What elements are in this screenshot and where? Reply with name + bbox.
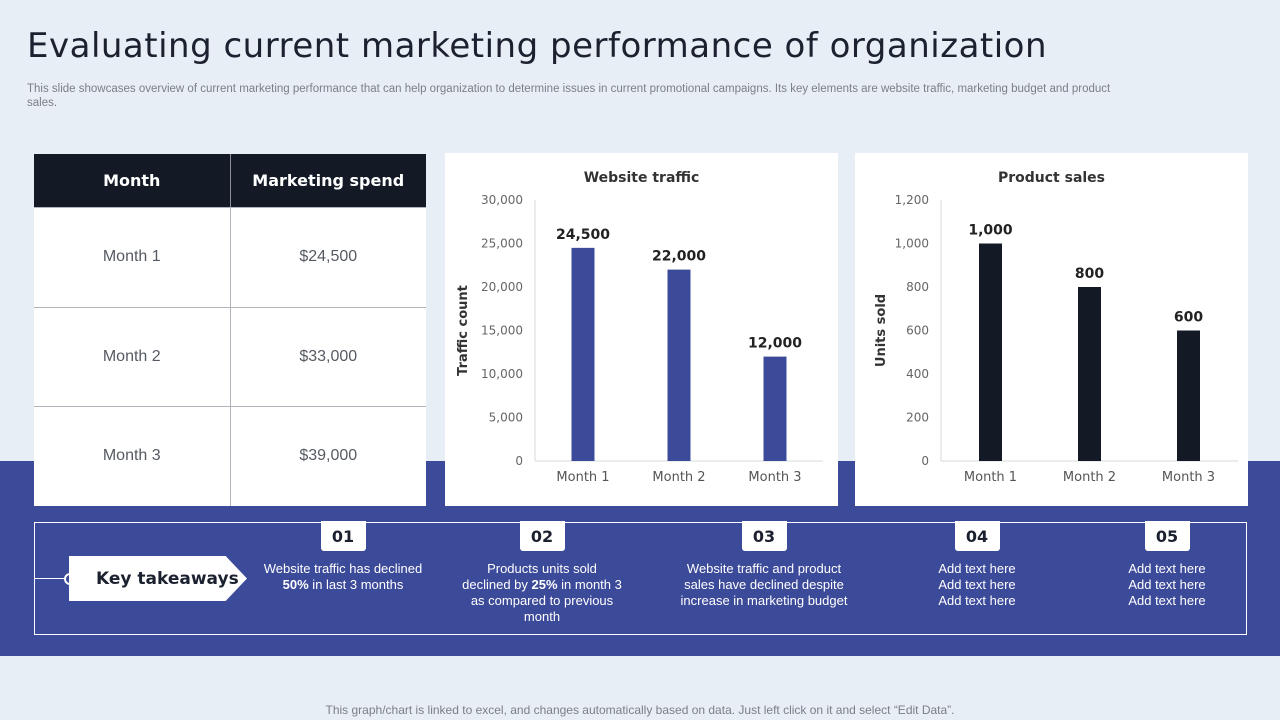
column-header-spend: Marketing spend bbox=[252, 171, 405, 190]
x-tick-label: Month 2 bbox=[652, 470, 705, 485]
data-label: 800 bbox=[1075, 266, 1104, 282]
takeaway-number: 04 bbox=[954, 521, 1000, 551]
key-takeaways-label: Key takeaways bbox=[69, 556, 247, 601]
column-header-month: Month bbox=[34, 154, 231, 207]
spend-cell: $33,000 bbox=[299, 347, 358, 365]
x-tick-label: Month 1 bbox=[556, 470, 609, 485]
chart-title: Website traffic bbox=[583, 170, 700, 186]
y-tick-label: 800 bbox=[906, 280, 929, 294]
takeaway-number: 01 bbox=[320, 521, 366, 551]
takeaway-item: 03 Website traffic and product sales hav… bbox=[654, 521, 874, 609]
data-label: 12,000 bbox=[748, 336, 802, 352]
month-cell: Month 1 bbox=[34, 208, 231, 307]
spend-cell: $24,500 bbox=[299, 248, 358, 266]
spend-cell: $39,000 bbox=[299, 447, 358, 465]
month-cell: Month 2 bbox=[34, 307, 231, 407]
takeaway-text: Products units sold declined by 25% in m… bbox=[462, 561, 622, 624]
y-tick-label: 15,000 bbox=[481, 324, 523, 338]
bar bbox=[1177, 330, 1200, 461]
chart-title: Product sales bbox=[997, 170, 1106, 186]
page-subtitle: This slide showcases overview of current… bbox=[27, 83, 1111, 109]
product-sales-svg: 0 200 400 600 800 1,000 1,200 Units sold 1,000 Mo… bbox=[874, 193, 1238, 485]
bar bbox=[979, 243, 1002, 461]
marketing-spend-table: Month Marketing spend Month 1 $24,500 Mo… bbox=[34, 154, 426, 506]
website-traffic-chart: Website traffic 0 5,000 10,000 15,000 20,000… bbox=[445, 153, 838, 506]
x-tick-label: Month 2 bbox=[1063, 470, 1116, 485]
takeaway-text: Website traffic and product sales have d… bbox=[680, 561, 848, 608]
product-sales-chart: Product sales 0 200 400 600 800 1,000 1,200 Uni… bbox=[855, 153, 1248, 506]
takeaway-number: 02 bbox=[519, 521, 565, 551]
y-tick-label: 0 bbox=[515, 454, 523, 468]
x-tick-label: Month 3 bbox=[1162, 470, 1215, 485]
bar bbox=[763, 356, 787, 461]
takeaway-text: Add text here Add text here Add text her… bbox=[938, 561, 1016, 608]
x-tick-label: Month 1 bbox=[964, 470, 1017, 485]
y-tick-label: 1,200 bbox=[895, 193, 929, 207]
y-tick-label: 0 bbox=[921, 454, 929, 468]
data-label: 24,500 bbox=[556, 227, 610, 243]
bar bbox=[1078, 287, 1101, 461]
y-tick-label: 30,000 bbox=[481, 193, 523, 207]
y-axis-label: Traffic count bbox=[456, 285, 471, 376]
data-label: 1,000 bbox=[968, 223, 1013, 239]
website-traffic-svg: 0 5,000 10,000 15,000 20,000 25,000 30,000 Traf… bbox=[456, 193, 823, 485]
takeaway-item: 04 Add text here Add text here Add text … bbox=[877, 521, 1077, 609]
bar bbox=[667, 269, 691, 461]
table-header: Month Marketing spend bbox=[34, 154, 426, 207]
y-tick-label: 10,000 bbox=[481, 367, 523, 381]
data-label: 22,000 bbox=[652, 249, 706, 265]
y-tick-label: 600 bbox=[906, 324, 929, 338]
y-tick-label: 25,000 bbox=[481, 237, 523, 251]
x-tick-label: Month 3 bbox=[748, 470, 801, 485]
takeaway-item: 01 Website traffic has declined 50% in l… bbox=[243, 521, 443, 593]
y-axis-label: Units sold bbox=[874, 294, 889, 367]
table-row: Month 1 $24,500 bbox=[34, 207, 426, 307]
connector-line bbox=[34, 578, 70, 579]
y-tick-label: 5,000 bbox=[489, 411, 523, 425]
y-tick-label: 400 bbox=[906, 367, 929, 381]
takeaway-item: 05 Add text here Add text here Add text … bbox=[1067, 521, 1267, 609]
takeaway-number: 03 bbox=[741, 521, 787, 551]
takeaway-text: Add text here Add text here Add text her… bbox=[1128, 561, 1206, 608]
month-cell: Month 3 bbox=[34, 407, 231, 506]
takeaway-text: Website traffic has declined 50% in last… bbox=[263, 561, 423, 592]
y-tick-label: 20,000 bbox=[481, 280, 523, 294]
data-label: 600 bbox=[1174, 310, 1203, 326]
bar bbox=[571, 247, 595, 461]
page-title: Evaluating current marketing performance… bbox=[27, 26, 1048, 66]
table-row: Month 3 $39,000 bbox=[34, 406, 426, 506]
y-tick-label: 200 bbox=[906, 411, 929, 425]
footer-note: This graph/chart is linked to excel, and… bbox=[325, 703, 955, 717]
takeaway-item: 02 Products units sold declined by 25% i… bbox=[442, 521, 642, 625]
y-tick-label: 1,000 bbox=[895, 237, 929, 251]
table-row: Month 2 $33,000 bbox=[34, 306, 426, 407]
takeaway-number: 05 bbox=[1144, 521, 1190, 551]
